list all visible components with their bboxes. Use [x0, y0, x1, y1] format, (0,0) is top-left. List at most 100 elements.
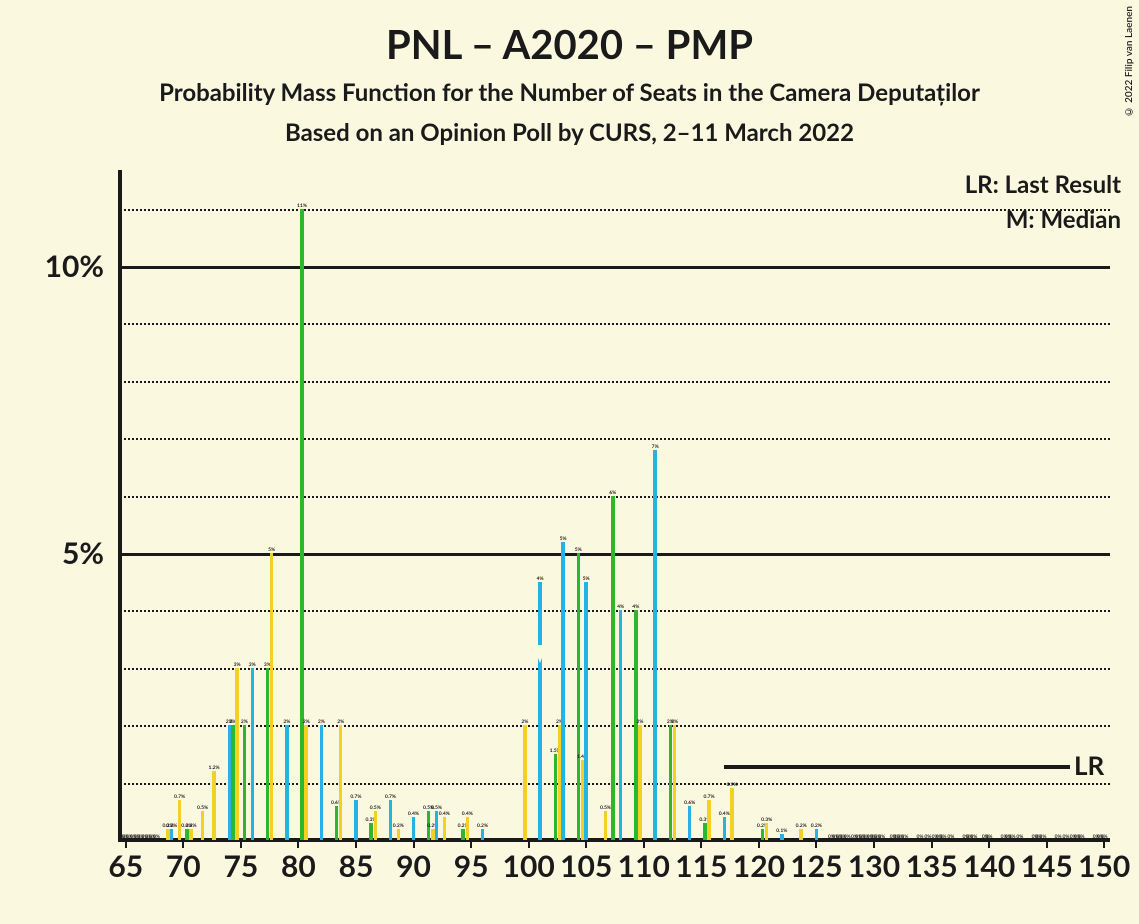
- bar-value-label: 0.5%: [197, 805, 208, 811]
- bar-value-label: 0.2%: [166, 823, 177, 829]
- bar-series-a: 0.3%: [765, 823, 768, 840]
- bar-series-a: 2%: [304, 725, 307, 840]
- bar-value-label: 0.2%: [796, 823, 807, 829]
- bar-value-label: 0.3%: [761, 817, 772, 823]
- lr-line: [724, 765, 1070, 769]
- bar-series-c: 4%: [634, 610, 637, 840]
- bar-series-a: 2%: [638, 725, 641, 840]
- x-tick-label: 75: [223, 840, 258, 884]
- x-tick-label: 85: [339, 840, 374, 884]
- bar-series-a: 1.2%: [212, 771, 215, 840]
- bar-series-a: 0.7%: [178, 800, 181, 840]
- bar-value-label: 0.4%: [719, 811, 730, 817]
- bar-series-b: 3%: [251, 668, 254, 840]
- bar-value-label: 0.5%: [600, 805, 611, 811]
- y-tick-label: 10%: [45, 248, 120, 284]
- bar-value-label: 0.1%: [776, 828, 787, 834]
- bar-series-a: 2%: [673, 725, 676, 840]
- bar-value-label: 2%: [671, 719, 678, 725]
- x-tick-label: 80: [281, 840, 316, 884]
- bar-value-label: 2%: [241, 719, 248, 725]
- bar-series-c: 11%: [300, 209, 303, 840]
- bar-series-c: 3%: [266, 668, 269, 840]
- gridline-minor: [120, 323, 1110, 325]
- chart-subtitle-1: Probability Mass Function for the Number…: [0, 78, 1139, 107]
- bar-series-b: 0.2%: [815, 829, 818, 840]
- bar-series-a: 0.5%: [604, 811, 607, 840]
- bar-value-label: 5%: [575, 547, 582, 553]
- bar-series-c: 0.2%: [761, 829, 764, 840]
- gridline-minor: [120, 381, 1110, 383]
- bar-series-b: 0.2%: [481, 829, 484, 840]
- bar-series-b: 5%: [584, 582, 587, 840]
- bar-value-label: 2%: [318, 719, 325, 725]
- bar-series-b: 0.7%: [354, 800, 357, 840]
- bar-series-c: 6%: [611, 496, 614, 840]
- bar-series-c: 2%: [669, 725, 672, 840]
- bar-value-label: 0%: [1078, 834, 1085, 840]
- bar-series-b: 0.1%: [780, 834, 783, 840]
- bar-value-label: 0.6%: [684, 800, 695, 806]
- bar-series-a: 0.2%: [397, 829, 400, 840]
- bar-value-label: 2%: [521, 719, 528, 725]
- bar-value-label: 0%: [1009, 834, 1016, 840]
- bar-series-b: 4%: [619, 610, 622, 840]
- x-tick-label: 125: [790, 840, 842, 884]
- bar-value-label: 4%: [632, 604, 639, 610]
- x-tick-label: 150: [1078, 840, 1130, 884]
- bar-series-b: 7%: [653, 450, 656, 840]
- bar-series-a: 0.5%: [374, 811, 377, 840]
- x-tick-label: 65: [108, 840, 143, 884]
- bar-value-label: 0.4%: [462, 811, 473, 817]
- bar-value-label: 4%: [617, 604, 624, 610]
- x-tick-label: 120: [733, 840, 785, 884]
- bar-series-a: 0.2%: [189, 829, 192, 840]
- bar-value-label: 2%: [337, 719, 344, 725]
- bar-series-b: 0.4%: [412, 817, 415, 840]
- x-tick-label: 145: [1021, 840, 1073, 884]
- x-tick-label: 90: [396, 840, 431, 884]
- bar-value-label: 0%: [1039, 834, 1046, 840]
- bar-series-a: 5%: [270, 553, 273, 840]
- bar-series-c: 1.5%: [554, 754, 557, 840]
- bar-value-label: 11%: [297, 203, 307, 209]
- bar-value-label: 0%: [901, 834, 908, 840]
- bar-value-label: 0.2%: [477, 823, 488, 829]
- lr-label: LR: [1074, 749, 1104, 781]
- bar-series-c: 0.2%: [461, 829, 464, 840]
- bar-value-label: 3%: [234, 662, 241, 668]
- bar-value-label: 2%: [303, 719, 310, 725]
- bar-series-c: 0.3%: [369, 823, 372, 840]
- x-tick-label: 115: [675, 840, 727, 884]
- bar-value-label: 5%: [583, 576, 590, 582]
- bar-series-c: 2%: [243, 725, 246, 840]
- bar-value-label: 0%: [1055, 834, 1062, 840]
- bar-series-a: 0.2%: [799, 829, 802, 840]
- x-tick-label: 100: [503, 840, 555, 884]
- chart-subtitle-2: Based on an Opinion Poll by CURS, 2–11 M…: [0, 118, 1139, 147]
- bar-series-b: 2%: [320, 725, 323, 840]
- y-tick-label: 5%: [62, 535, 120, 571]
- bar-value-label: 0.4%: [408, 811, 419, 817]
- gridline-minor: [120, 496, 1110, 498]
- bar-value-label: 0%: [939, 834, 946, 840]
- bar-value-label: 7%: [652, 444, 659, 450]
- bar-value-label: 1.2%: [209, 765, 220, 771]
- x-tick-label: 140: [963, 840, 1015, 884]
- gridline-minor: [120, 209, 1110, 211]
- x-tick-label: 130: [848, 840, 900, 884]
- bar-series-a: 2%: [523, 725, 526, 840]
- chart-container: PNL – A2020 – PMP Probability Mass Funct…: [0, 0, 1139, 924]
- bar-value-label: 5%: [268, 547, 275, 553]
- bar-value-label: 4%: [537, 576, 544, 582]
- gridline-minor: [120, 610, 1110, 612]
- bar-value-label: 2%: [637, 719, 644, 725]
- bar-value-label: 0.4%: [439, 811, 450, 817]
- median-marker-icon: [533, 645, 547, 663]
- bar-series-b: 0.6%: [688, 806, 691, 840]
- bar-value-label: 0%: [878, 834, 885, 840]
- bar-value-label: 0.7%: [704, 794, 715, 800]
- x-tick-label: 135: [905, 840, 957, 884]
- bar-value-label: 0%: [916, 834, 923, 840]
- chart-title: PNL – A2020 – PMP: [0, 20, 1139, 68]
